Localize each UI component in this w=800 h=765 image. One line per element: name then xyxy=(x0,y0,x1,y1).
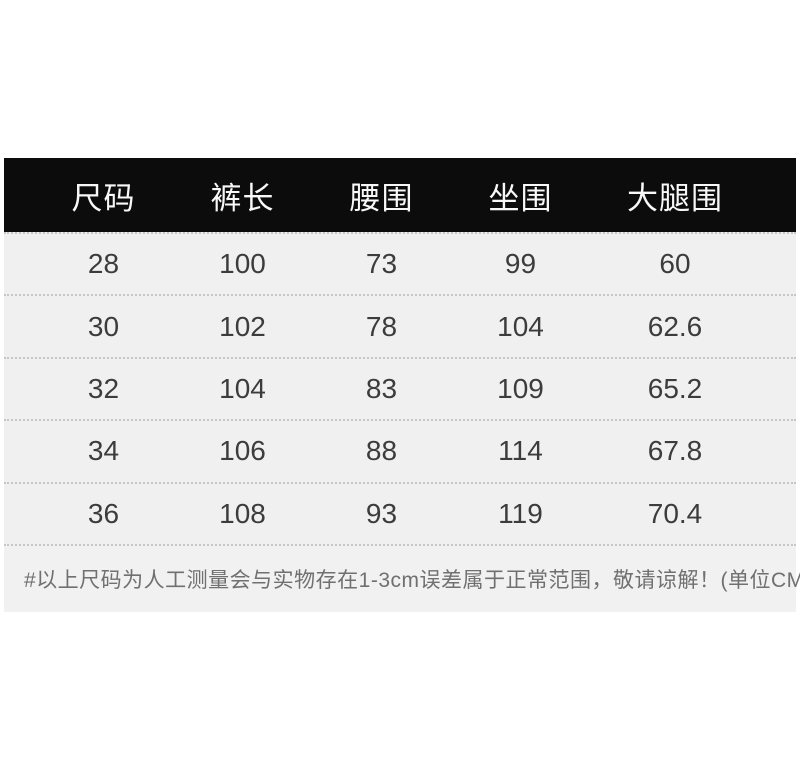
cell-thigh: 60 xyxy=(659,248,691,280)
table-row-size-30: 30 102 78 104 62.6 xyxy=(4,294,796,357)
cell-waist: 88 xyxy=(365,435,398,467)
cell-pant-length: 102 xyxy=(219,310,266,342)
table-row-size-34: 34 106 88 114 67.8 xyxy=(4,419,796,482)
cell-seat: 109 xyxy=(497,372,544,404)
cell-thigh: 62.6 xyxy=(647,310,703,342)
cell-size: 32 xyxy=(87,372,120,404)
header-cell-seat: 坐围 xyxy=(488,180,553,216)
table-row-size-32: 32 104 83 109 65.2 xyxy=(4,356,796,420)
cell-pant-length: 104 xyxy=(219,372,266,404)
header-cell-size: 尺码 xyxy=(71,180,136,216)
table-row-size-36: 36 108 93 119 70.4 xyxy=(4,481,796,544)
table-row-size-28: 28 100 73 99 60 xyxy=(4,232,796,295)
cell-pant-length: 100 xyxy=(219,248,266,280)
cell-thigh: 67.8 xyxy=(647,435,703,467)
header-cell-waist: 腰围 xyxy=(349,180,414,216)
cell-seat: 104 xyxy=(497,310,544,342)
cell-size: 36 xyxy=(87,497,120,529)
cell-thigh: 65.2 xyxy=(647,372,703,404)
cell-waist: 83 xyxy=(365,372,398,404)
cell-waist: 78 xyxy=(365,310,398,342)
cell-waist: 73 xyxy=(365,248,398,280)
cell-seat: 114 xyxy=(498,435,543,467)
size-chart-table: 尺码 裤长 腰围 坐围 大腿围 28 100 73 99 60 30 102 78 104 62.6 32 1… xyxy=(4,158,800,612)
cell-seat: 99 xyxy=(504,248,537,280)
note-row: #以上尺码为人工测量会与实物存在1-3cm误差属于正常范围，敬请谅解！(单位CM… xyxy=(4,543,800,612)
cell-size: 30 xyxy=(87,310,120,342)
cell-size: 34 xyxy=(87,435,120,467)
cell-seat: 119 xyxy=(498,497,543,529)
cell-pant-length: 108 xyxy=(219,497,266,529)
cell-waist: 93 xyxy=(365,497,398,529)
cell-thigh: 70.4 xyxy=(647,497,703,529)
cell-pant-length: 106 xyxy=(219,435,266,467)
cell-size: 28 xyxy=(87,248,120,280)
header-cell-thigh: 大腿围 xyxy=(627,180,723,216)
header-cell-pant-length: 裤长 xyxy=(210,180,275,216)
measurement-disclaimer-note: #以上尺码为人工测量会与实物存在1-3cm误差属于正常范围，敬请谅解！(单位CM… xyxy=(24,568,800,592)
table-body: 28 100 73 99 60 30 102 78 104 62.6 32 104 83 109 65.2 3… xyxy=(4,232,796,544)
table-header-row: 尺码 裤长 腰围 坐围 大腿围 xyxy=(4,158,796,232)
